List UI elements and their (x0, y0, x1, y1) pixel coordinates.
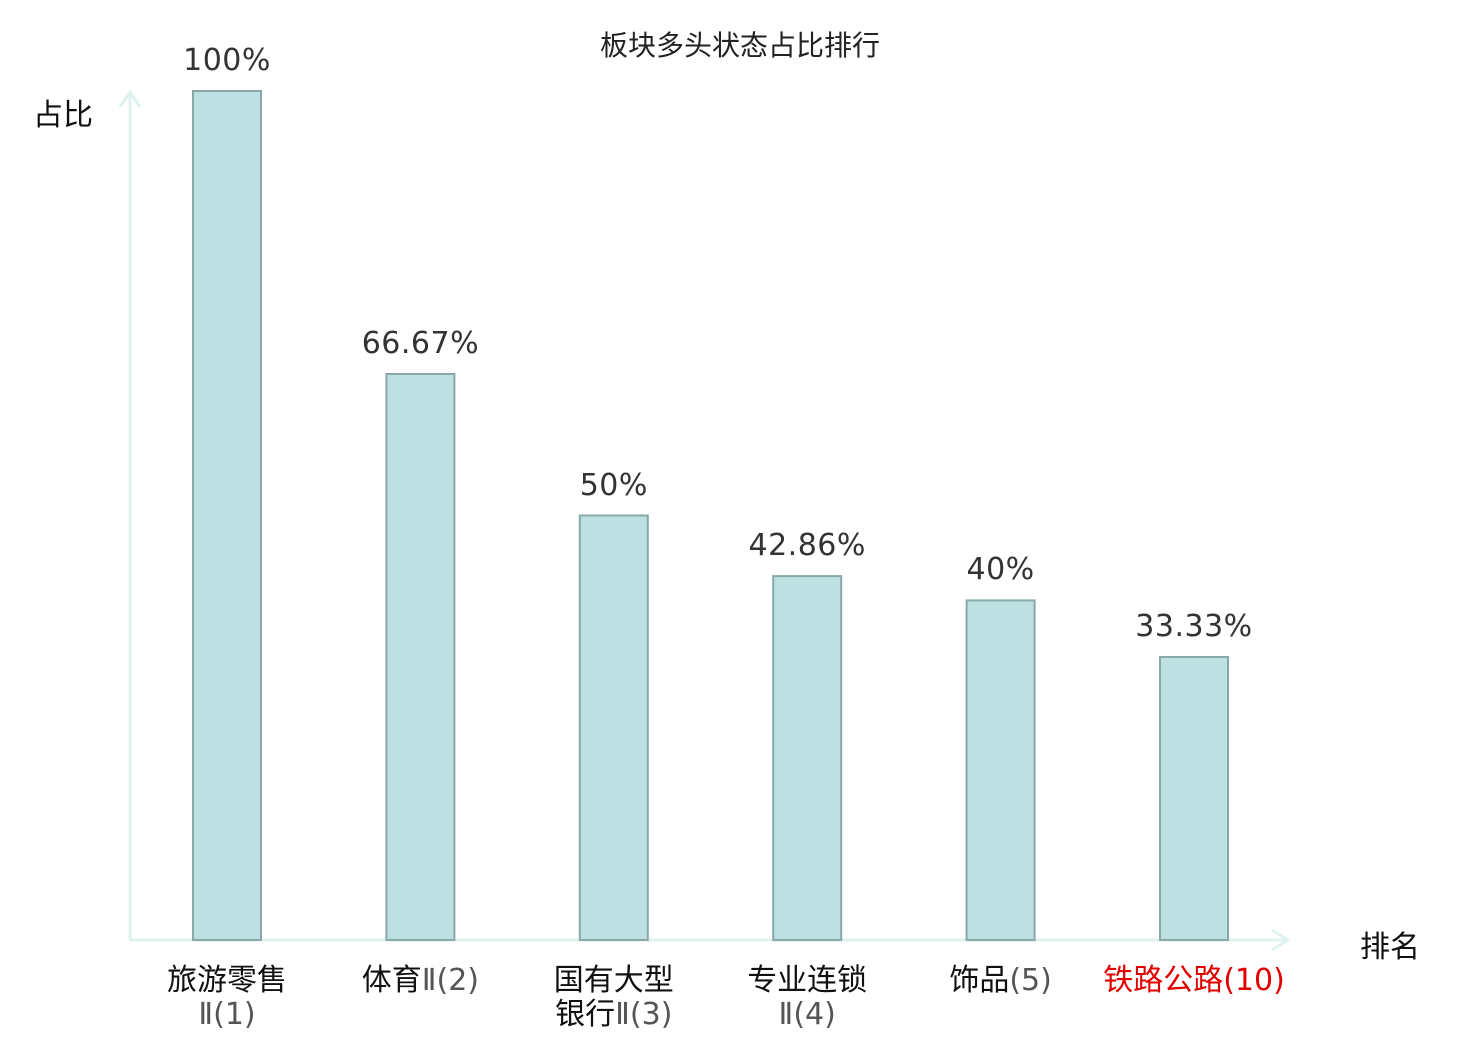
category-label-line: 银行Ⅱ(3) (504, 998, 724, 1032)
category-label: 旅游零售 Ⅱ(1) (117, 964, 337, 1032)
category-label: 国有大型 银行Ⅱ(3) (504, 964, 724, 1032)
bar (772, 575, 843, 941)
category-rank: (10) (1223, 963, 1285, 998)
chart-axes (118, 89, 1291, 952)
category-label-line: 体育Ⅱ(2) (310, 964, 530, 998)
category-label: 体育Ⅱ(2) (310, 964, 530, 998)
category-rank: Ⅱ(2) (421, 963, 480, 998)
category-label-line: 国有大型 (553, 963, 674, 998)
category-label-line: Ⅱ(4) (778, 997, 836, 1032)
category-label: 铁路公路(10) (1084, 964, 1304, 998)
category-rank: (5) (1009, 963, 1052, 998)
category-label-line: 旅游零售 (167, 963, 287, 998)
y-axis-label: 占比 (33, 98, 93, 133)
category-label-line: 铁路公路(10) (1084, 964, 1304, 998)
bar-value-label: 66.67% (361, 325, 480, 361)
x-axis-arrow (1271, 928, 1291, 952)
category-label: 专业连锁 Ⅱ(4) (697, 964, 917, 1032)
bar (1159, 656, 1229, 941)
bar-value-label: 100% (183, 43, 271, 78)
category-rank: Ⅱ(3) (615, 997, 673, 1032)
y-axis-arrow (118, 89, 142, 108)
category-name: 体育 (361, 963, 422, 998)
category-label-line: 专业连锁 (747, 963, 868, 998)
category-name: 铁路公路 (1103, 963, 1224, 998)
bars-group (192, 90, 1229, 942)
category-name: 银行 (555, 997, 616, 1032)
bar-value-label: 42.86% (748, 528, 866, 564)
bar-value-label: 33.33% (1135, 609, 1253, 645)
bar-value-label: 50% (579, 467, 648, 503)
bar (965, 599, 1036, 942)
bar (385, 373, 456, 941)
chart-title: 板块多头状态占比排行 (599, 29, 880, 62)
bar (192, 90, 262, 941)
category-label-line: 饰品(5) (891, 964, 1111, 998)
x-axis-label: 排名 (1360, 930, 1420, 965)
category-label: 饰品(5) (891, 964, 1111, 998)
bar-value-label: 40% (966, 552, 1035, 588)
bar (578, 514, 649, 941)
category-name: 饰品 (949, 963, 1010, 998)
category-label-line: Ⅱ(1) (198, 997, 256, 1032)
